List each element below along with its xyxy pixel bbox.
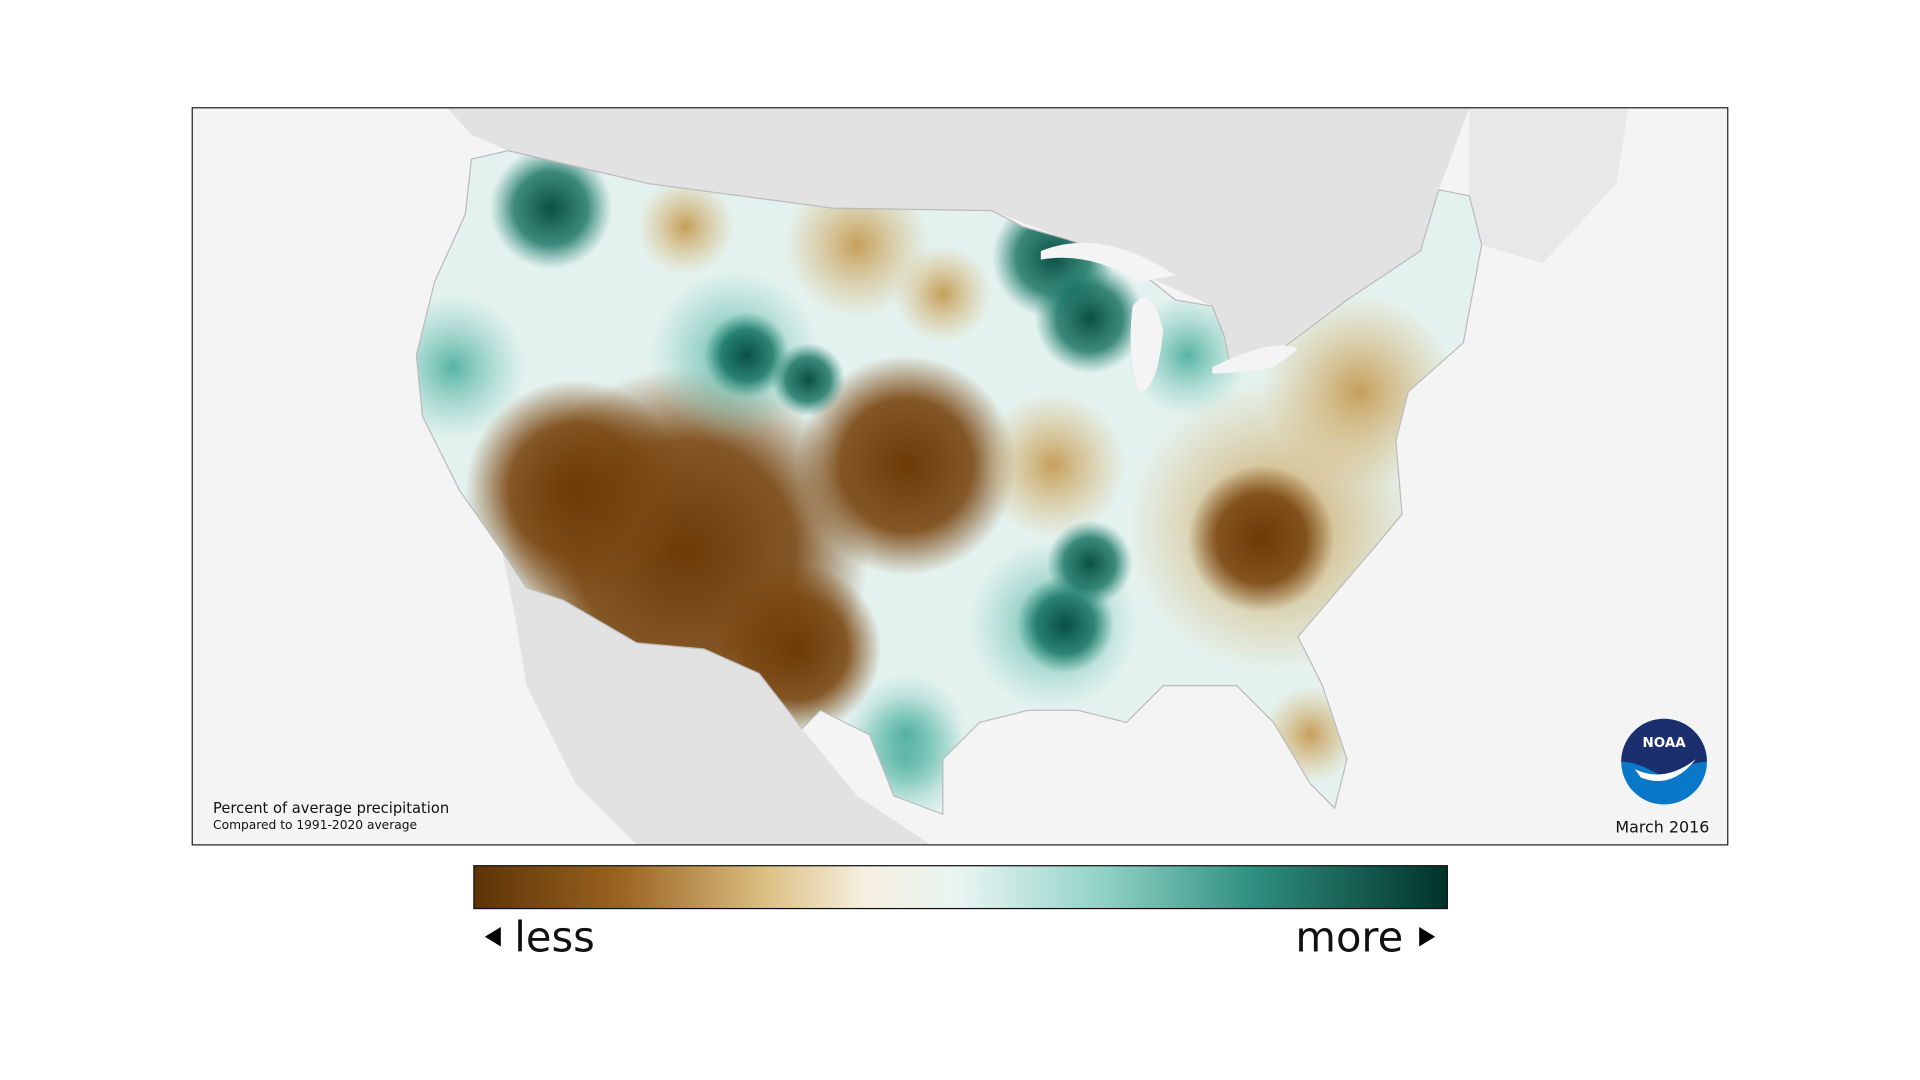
map-frame: [191, 107, 1729, 846]
legend-low: less: [514, 912, 595, 961]
lake: [1212, 345, 1298, 374]
noaa-logo: NOAA: [1621, 718, 1707, 805]
date-label: March 2016: [1615, 818, 1709, 837]
neighbor-land: [446, 107, 1629, 845]
lake: [1040, 242, 1176, 282]
caption-title: Percent of average precipitation: [213, 800, 449, 817]
arrow-left: [484, 926, 501, 947]
arrow-right: [1419, 926, 1436, 947]
legend-high: more: [1295, 912, 1403, 961]
color-scale: [473, 865, 1448, 910]
lake: [1130, 297, 1164, 392]
caption-subtitle: Compared to 1991-2020 average: [213, 818, 417, 832]
logo-text: NOAA: [1642, 736, 1686, 751]
